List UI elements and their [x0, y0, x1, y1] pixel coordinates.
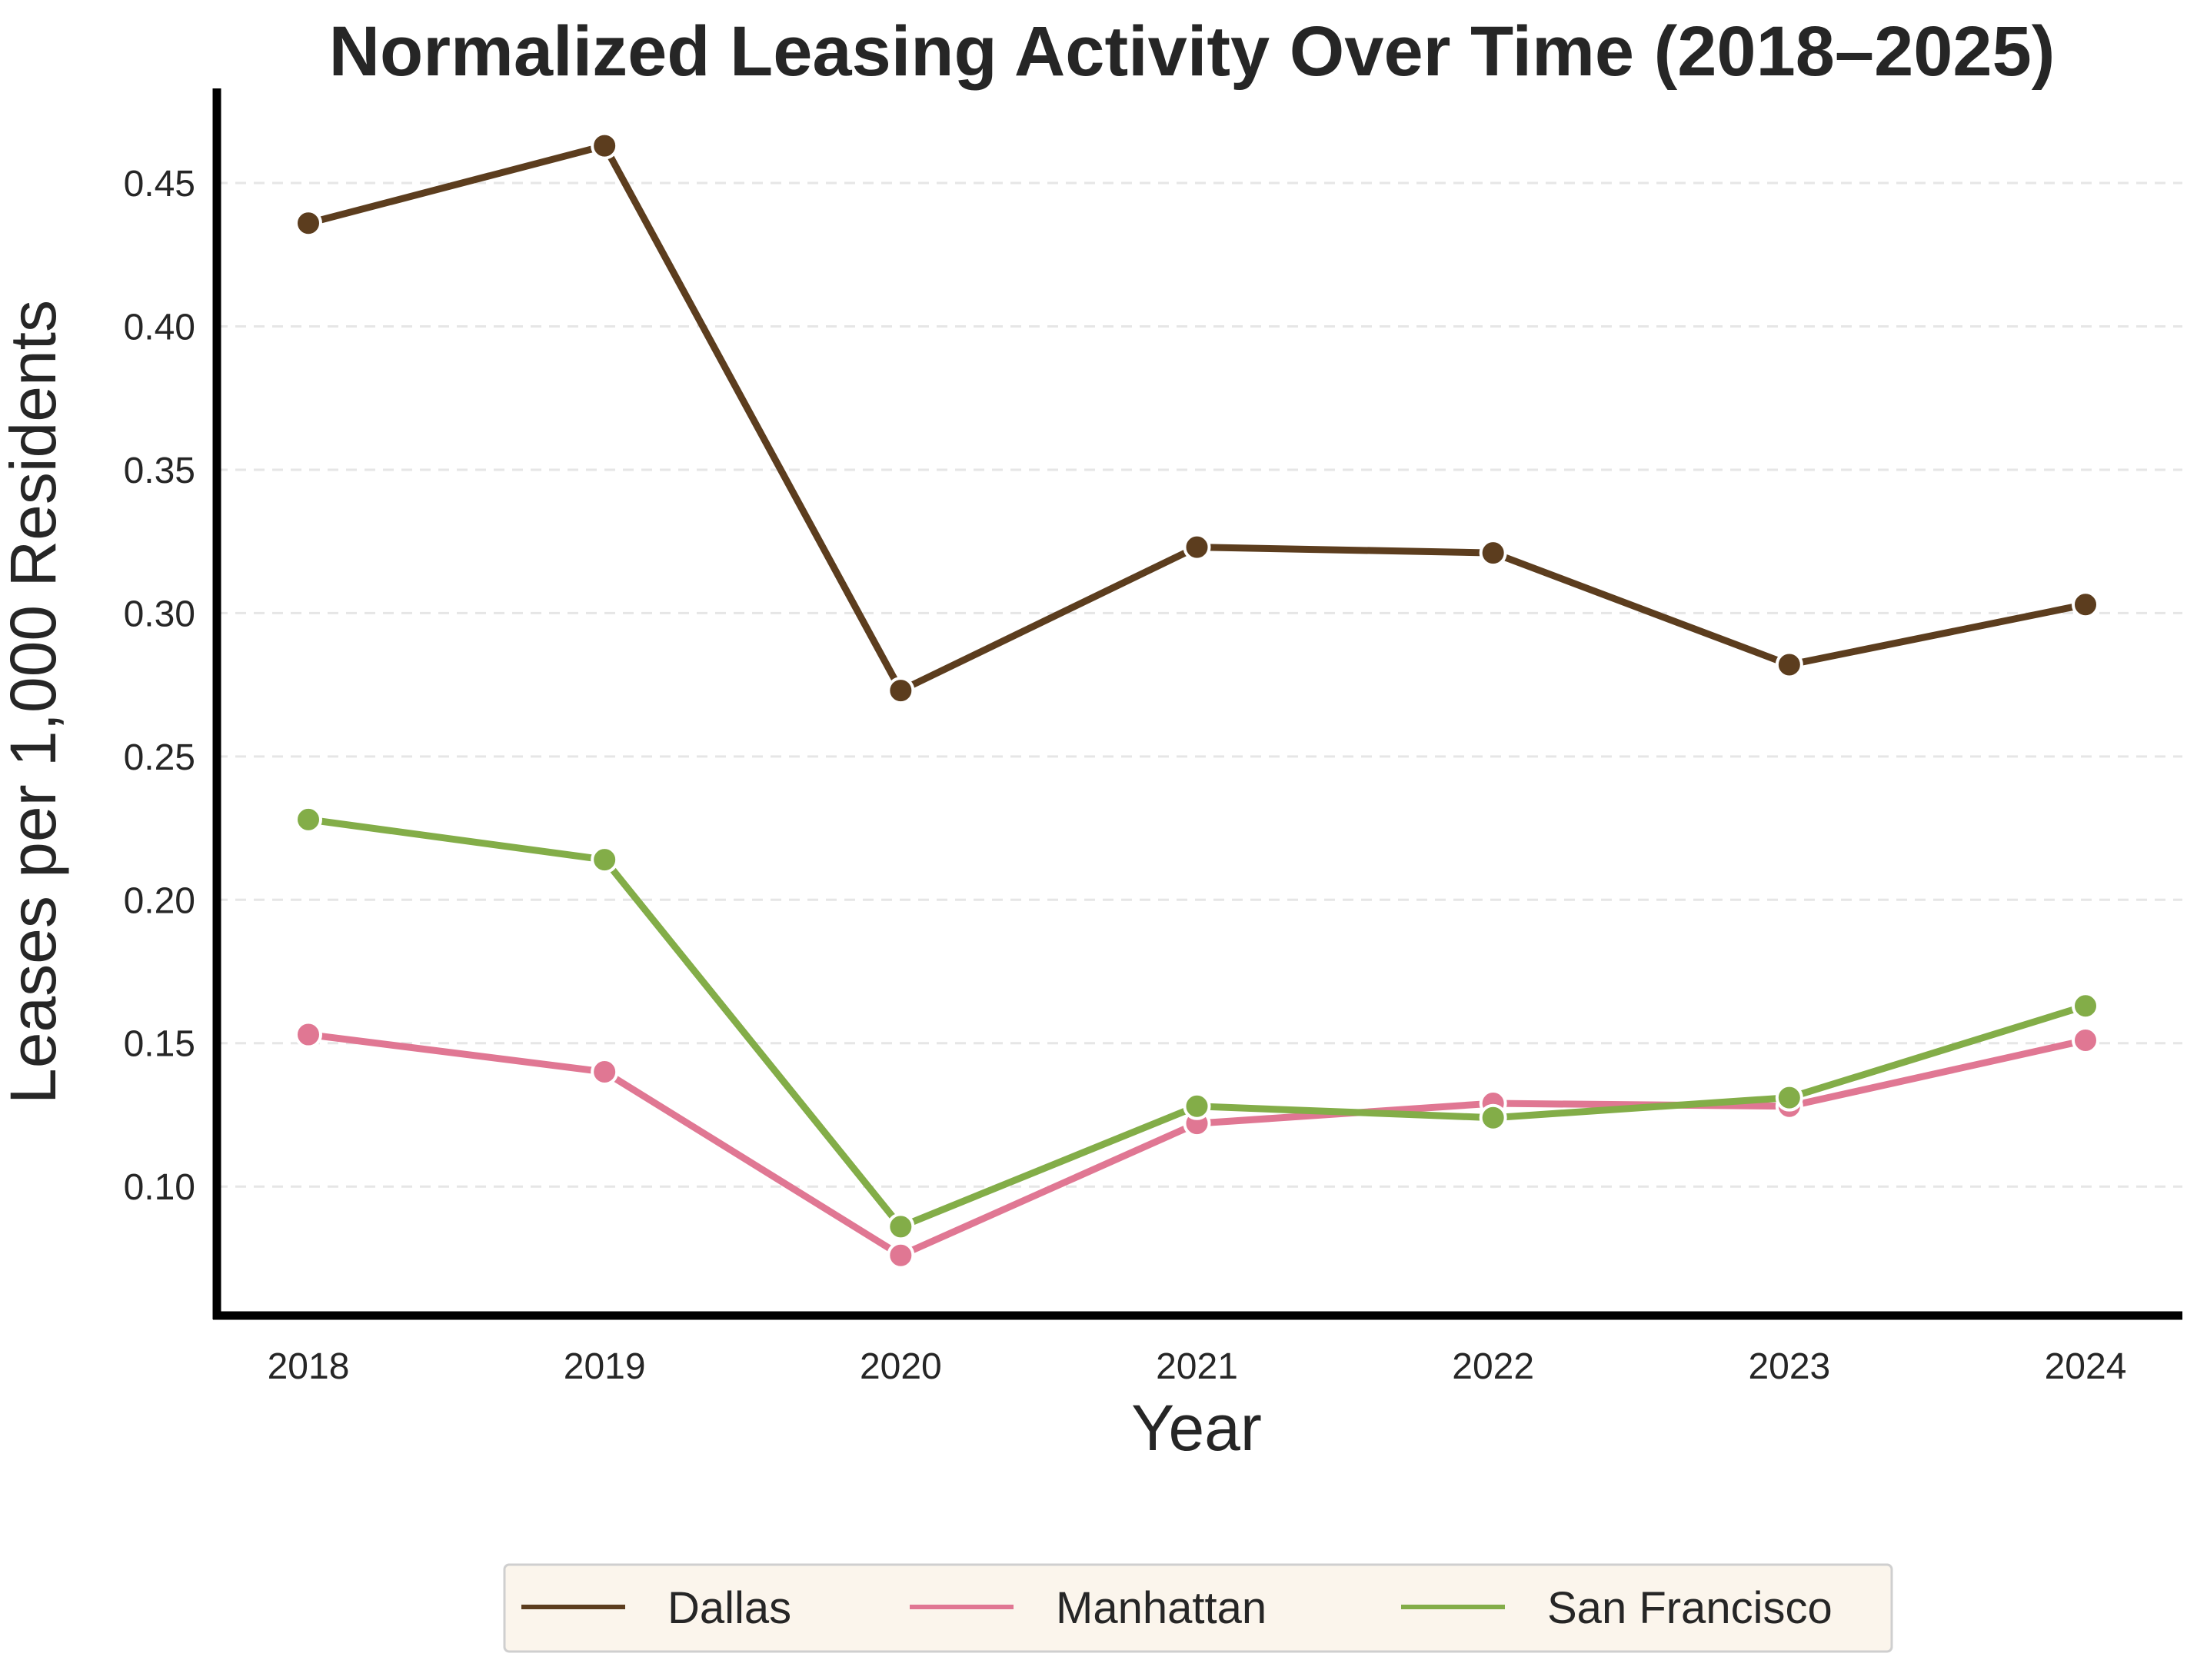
y-tick-label: 0.30	[124, 594, 195, 634]
legend-item-san-francisco: San Francisco	[1401, 1583, 1832, 1633]
data-point-san-francisco	[1479, 1103, 1507, 1132]
legend: Dallas Manhattan San Francisco	[503, 1563, 1893, 1653]
chart-title: Normalized Leasing Activity Over Time (2…	[329, 12, 2056, 91]
y-axis-label: Leases per 1,000 Residents	[0, 300, 69, 1104]
legend-item-dallas: Dallas	[521, 1583, 791, 1633]
series-markers	[295, 131, 2099, 1269]
data-point-dallas	[1183, 533, 1211, 561]
data-point-dallas	[1479, 539, 1507, 567]
x-tick-label: 2022	[1452, 1346, 1534, 1387]
data-point-san-francisco	[1775, 1083, 1803, 1112]
data-point-san-francisco	[887, 1213, 915, 1241]
y-tick-label: 0.25	[124, 737, 195, 778]
y-tick-label: 0.15	[124, 1024, 195, 1065]
data-point-dallas	[591, 131, 619, 160]
data-point-manhattan	[591, 1058, 619, 1086]
data-point-dallas	[2072, 590, 2099, 619]
y-tick-label: 0.45	[124, 164, 195, 205]
axes	[212, 88, 2182, 1320]
x-axis-label: Year	[1131, 1392, 1262, 1464]
legend-label: Dallas	[667, 1583, 791, 1633]
y-tick-labels: 0.10 0.15 0.20 0.25 0.30 0.35 0.40 0.45	[124, 164, 195, 1208]
grid-lines	[217, 181, 2182, 1188]
y-tick-label: 0.20	[124, 880, 195, 921]
y-tick-label: 0.10	[124, 1167, 195, 1208]
x-tick-label: 2021	[1156, 1346, 1238, 1387]
x-tick-label: 2023	[1748, 1346, 1830, 1387]
data-point-san-francisco	[1183, 1092, 1211, 1120]
data-point-san-francisco	[591, 846, 619, 874]
x-tick-label: 2018	[268, 1346, 350, 1387]
x-tick-label: 2024	[2045, 1346, 2127, 1387]
series-line-dallas	[305, 142, 2089, 694]
legend-label: San Francisco	[1547, 1583, 1832, 1633]
data-point-dallas	[887, 677, 915, 705]
y-tick-label: 0.40	[124, 308, 195, 348]
data-point-dallas	[295, 209, 322, 238]
data-point-san-francisco	[295, 805, 322, 833]
data-point-manhattan	[295, 1020, 322, 1049]
y-tick-label: 0.35	[124, 451, 195, 491]
series-lines	[305, 142, 2089, 1259]
x-tick-label: 2019	[564, 1346, 646, 1387]
data-point-dallas	[1775, 650, 1803, 679]
x-tick-label: 2020	[860, 1346, 942, 1387]
legend-item-manhattan: Manhattan	[910, 1583, 1267, 1633]
legend-box	[503, 1563, 1893, 1653]
series-line-san-francisco	[305, 816, 2089, 1230]
data-point-san-francisco	[2072, 992, 2099, 1020]
legend-items: Dallas Manhattan San Francisco	[521, 1583, 1832, 1633]
x-tick-labels: 2018 2019 2020 2021 2022 2023 2024	[268, 1346, 2127, 1387]
data-point-manhattan	[2072, 1026, 2099, 1055]
legend-label: Manhattan	[1056, 1583, 1267, 1633]
series-line-manhattan	[305, 1031, 2089, 1259]
data-point-manhattan	[887, 1241, 915, 1269]
